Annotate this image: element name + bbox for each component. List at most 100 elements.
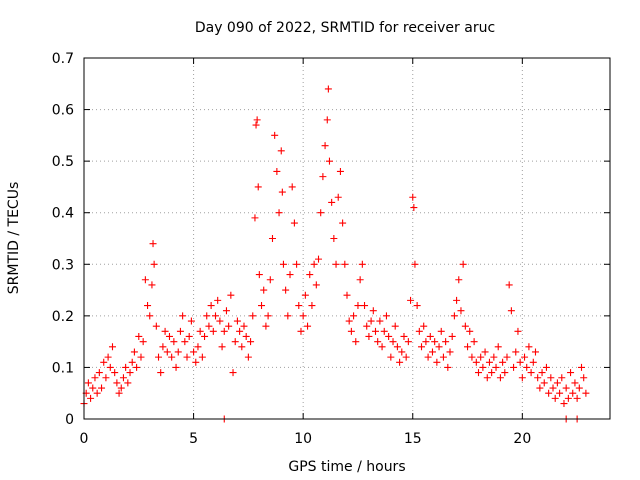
data-point xyxy=(453,296,461,304)
data-point xyxy=(549,384,557,392)
data-point xyxy=(426,332,434,340)
y-axis-label: SRMTID / TECUs xyxy=(6,182,22,295)
data-point xyxy=(391,322,399,330)
data-point xyxy=(252,121,260,129)
data-point xyxy=(288,183,296,191)
data-point xyxy=(255,271,263,279)
data-point xyxy=(470,338,478,346)
data-point xyxy=(374,338,382,346)
data-point xyxy=(310,260,318,268)
data-point xyxy=(284,312,292,320)
data-point xyxy=(514,327,522,335)
data-point xyxy=(190,348,198,356)
data-point xyxy=(89,384,97,392)
data-point xyxy=(402,353,410,361)
data-point xyxy=(512,348,520,356)
data-point xyxy=(435,343,443,351)
data-point xyxy=(176,327,184,335)
data-point xyxy=(396,358,404,366)
x-tick-label: 0 xyxy=(80,431,89,447)
data-point xyxy=(343,291,351,299)
data-point xyxy=(268,235,276,242)
data-point xyxy=(446,348,454,356)
data-point xyxy=(339,219,347,227)
gridlines xyxy=(84,58,610,419)
data-point xyxy=(459,260,467,268)
data-point xyxy=(104,353,112,361)
data-point xyxy=(367,317,375,325)
data-point xyxy=(308,302,316,310)
data-point xyxy=(580,374,588,382)
data-point xyxy=(216,317,224,325)
data-point xyxy=(301,291,309,299)
data-point xyxy=(165,332,173,340)
data-point xyxy=(100,358,108,366)
data-point xyxy=(93,389,101,397)
data-point xyxy=(150,260,158,268)
data-point xyxy=(212,312,219,320)
data-point xyxy=(475,369,482,377)
data-point xyxy=(286,271,294,279)
data-point xyxy=(244,353,252,361)
data-point xyxy=(319,173,327,181)
data-point xyxy=(295,302,303,310)
data-point xyxy=(227,291,235,299)
data-point xyxy=(87,394,95,402)
data-point xyxy=(183,353,191,361)
data-point xyxy=(358,260,366,268)
data-point xyxy=(271,131,279,139)
data-point xyxy=(218,343,226,351)
data-point xyxy=(354,302,362,310)
data-point xyxy=(126,369,134,377)
data-point xyxy=(540,379,548,387)
data-point xyxy=(102,374,110,382)
data-point xyxy=(168,353,176,361)
data-point xyxy=(229,369,237,377)
data-point xyxy=(279,260,287,268)
data-point xyxy=(297,327,305,335)
data-point xyxy=(389,338,397,346)
data-point xyxy=(253,116,261,124)
data-point xyxy=(161,327,169,335)
data-point xyxy=(254,183,262,191)
data-point xyxy=(321,142,329,150)
data-point xyxy=(578,363,586,371)
data-point xyxy=(378,343,386,351)
data-point xyxy=(485,358,493,366)
data-point xyxy=(290,219,298,227)
data-point xyxy=(404,338,412,346)
data-point xyxy=(198,353,206,361)
data-point xyxy=(84,379,92,387)
data-point xyxy=(347,327,355,335)
axis-ticks: 0 0.1 0.2 0.3 0.4 0.5 0.6 0.7 0 5 10 15 20 xyxy=(52,51,610,447)
data-point xyxy=(264,312,272,320)
data-point xyxy=(483,374,491,382)
data-point xyxy=(139,338,147,346)
data-point xyxy=(531,348,539,356)
data-point xyxy=(332,260,340,268)
data-point xyxy=(299,312,307,320)
y-tick-label: 0.5 xyxy=(52,154,74,170)
data-point xyxy=(420,322,428,330)
data-point xyxy=(422,338,430,346)
data-point xyxy=(149,240,157,248)
data-point xyxy=(428,348,436,356)
data-point xyxy=(157,369,165,377)
data-point xyxy=(95,369,103,377)
data-point xyxy=(398,348,406,356)
data-point xyxy=(507,307,515,315)
data-point xyxy=(196,327,204,335)
data-point xyxy=(330,235,338,242)
data-points xyxy=(80,85,590,423)
data-point xyxy=(187,317,195,325)
data-point xyxy=(278,188,286,196)
data-point xyxy=(242,332,250,340)
data-point xyxy=(312,281,320,289)
y-tick-label: 0.4 xyxy=(52,206,74,222)
data-point xyxy=(424,353,432,361)
data-point xyxy=(376,317,384,325)
data-point xyxy=(393,343,401,351)
data-point xyxy=(170,338,178,346)
data-point xyxy=(505,281,513,289)
data-point xyxy=(569,389,577,397)
